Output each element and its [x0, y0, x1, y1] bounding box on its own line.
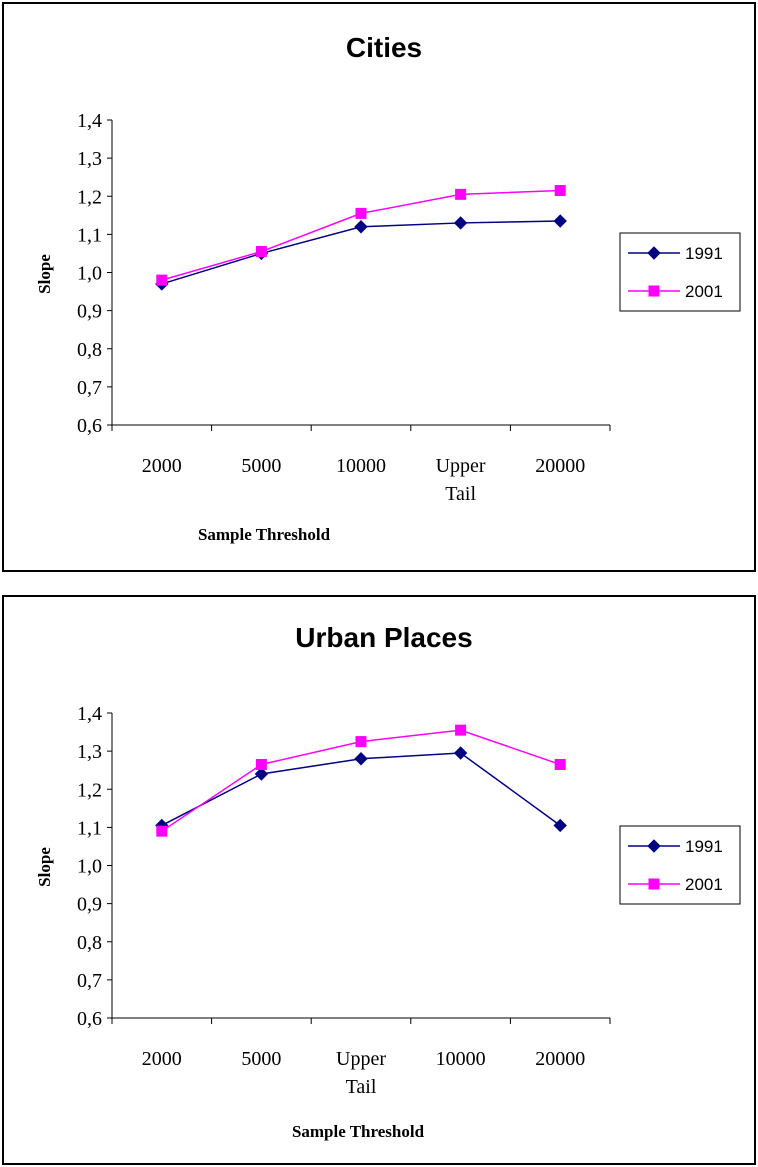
data-point	[553, 214, 567, 228]
legend: 1991 2001	[619, 232, 741, 312]
x-tick-label: 20000	[535, 1048, 585, 1070]
data-point	[355, 736, 367, 748]
data-point	[354, 220, 368, 234]
legend-marker	[647, 246, 661, 260]
x-axis-title: Sample Threshold	[292, 1122, 425, 1141]
series-1991	[155, 746, 567, 833]
data-point	[455, 188, 467, 200]
data-point	[355, 207, 367, 219]
legend-label: 2001	[685, 282, 723, 301]
y-tick-label: 0,7	[77, 970, 102, 992]
chart-title: Urban Places	[295, 622, 472, 653]
y-tick-label: 1,2	[77, 186, 102, 208]
y-tick-label: 1,1	[77, 224, 102, 246]
y-tick-label: 1,4	[77, 110, 102, 132]
y-tick-label: 1,0	[77, 263, 102, 285]
y-tick-label: 1,0	[77, 856, 102, 878]
series-2001	[156, 724, 566, 837]
legend-label: 2001	[685, 875, 723, 894]
y-axis: 0,6 0,7 0,8 0,9 1,0 1,1 1,2 1,3 1,4	[77, 110, 113, 437]
chart-panel-cities: Cities Sample Threshold Slope 0,6 0,7 0,8 0…	[2, 2, 756, 572]
legend-marker	[647, 839, 661, 853]
y-axis-title: Slope	[35, 847, 54, 887]
data-point	[156, 274, 168, 286]
x-tick-label: 5000	[241, 455, 281, 477]
data-point	[255, 758, 267, 770]
x-tick-label: 10000	[436, 1048, 486, 1070]
data-point	[455, 724, 467, 736]
legend-label: 1991	[685, 244, 723, 263]
plot-series	[155, 185, 567, 291]
y-tick-label: 0,6	[77, 1008, 102, 1030]
data-point	[553, 818, 567, 833]
y-tick-label: 0,9	[77, 301, 102, 323]
x-tick-label: 2000	[142, 1048, 182, 1070]
data-point	[255, 246, 267, 258]
line-chart-cities: Cities Sample Threshold Slope 0,60,70,80…	[35, 32, 741, 544]
x-tick-label: Upper Tail	[436, 455, 486, 505]
data-point	[354, 752, 368, 766]
series-1991	[155, 214, 567, 291]
y-tick-label: 0,9	[77, 894, 102, 916]
x-tick-label: 20000	[535, 455, 585, 477]
y-tick-label: 1,3	[77, 148, 102, 170]
chart-title: Cities	[346, 32, 422, 63]
data-point	[453, 746, 468, 760]
x-tick-label: Upper Tail	[336, 1048, 386, 1098]
legend-marker	[648, 285, 660, 297]
series-line	[161, 189, 561, 281]
y-tick-label: 1,2	[77, 779, 102, 801]
y-tick-label: 0,8	[77, 339, 102, 361]
legend-marker	[648, 878, 660, 890]
legend-label: 1991	[685, 837, 723, 856]
legend-box	[619, 825, 741, 905]
data-point	[453, 216, 468, 230]
y-tick-label: 1,4	[77, 703, 102, 725]
legend-box	[619, 232, 741, 312]
chart-panel-urban-places: Urban Places Sample Threshold Slope 0,6 0…	[2, 595, 756, 1165]
x-axis: 2000 5000 10000 Upper Tail 20000	[111, 424, 611, 505]
y-axis-title: Slope	[35, 254, 54, 294]
y-axis: 0,6 0,7 0,8 0,9 1,0 1,1 1,2 1,3 1,4	[77, 703, 113, 1030]
plot-series	[155, 724, 567, 837]
y-tick-label: 1,1	[77, 817, 102, 839]
y-tick-label: 0,6	[77, 415, 102, 437]
x-axis-title: Sample Threshold	[198, 525, 331, 544]
data-point	[554, 185, 566, 197]
legend: 1991 2001	[619, 825, 741, 905]
data-point	[254, 767, 269, 781]
x-tick-label: 5000	[241, 1048, 281, 1070]
series-2001	[156, 185, 566, 286]
y-tick-label: 0,8	[77, 932, 102, 954]
x-tick-label: 10000	[336, 455, 386, 477]
line-chart-urban-places: Urban Places Sample Threshold Slope 0,60…	[35, 622, 741, 1141]
data-point	[156, 825, 168, 837]
x-tick-label: 2000	[142, 455, 182, 477]
y-tick-label: 1,3	[77, 741, 102, 763]
data-point	[554, 758, 566, 770]
x-axis: 2000 5000 Upper Tail 10000 20000	[111, 1017, 611, 1098]
y-tick-label: 0,7	[77, 377, 102, 399]
